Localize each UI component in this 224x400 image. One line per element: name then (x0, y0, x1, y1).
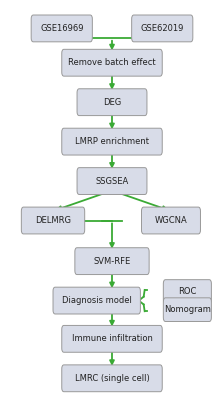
FancyBboxPatch shape (77, 89, 147, 116)
Text: LMRP enrichment: LMRP enrichment (75, 137, 149, 146)
Text: Remove batch effect: Remove batch effect (68, 58, 156, 67)
FancyBboxPatch shape (77, 168, 147, 194)
FancyBboxPatch shape (62, 365, 162, 392)
Text: Diagnosis model: Diagnosis model (62, 296, 132, 305)
FancyBboxPatch shape (132, 15, 193, 42)
FancyBboxPatch shape (31, 15, 92, 42)
FancyBboxPatch shape (62, 49, 162, 76)
Text: DELMRG: DELMRG (35, 216, 71, 225)
Text: ROC: ROC (178, 287, 196, 296)
Text: GSE16969: GSE16969 (40, 24, 84, 33)
FancyBboxPatch shape (163, 280, 211, 303)
Text: Nomogram: Nomogram (164, 305, 211, 314)
Text: GSE62019: GSE62019 (140, 24, 184, 33)
Text: DEG: DEG (103, 98, 121, 107)
FancyBboxPatch shape (163, 298, 211, 322)
Text: WGCNA: WGCNA (155, 216, 187, 225)
FancyBboxPatch shape (53, 287, 140, 314)
Text: Immune infiltration: Immune infiltration (71, 334, 153, 343)
FancyBboxPatch shape (142, 207, 200, 234)
Text: SVM-RFE: SVM-RFE (93, 257, 131, 266)
FancyBboxPatch shape (21, 207, 85, 234)
Text: SSGSEA: SSGSEA (95, 176, 129, 186)
Text: LMRC (single cell): LMRC (single cell) (75, 374, 149, 383)
FancyBboxPatch shape (75, 248, 149, 274)
FancyBboxPatch shape (62, 128, 162, 155)
FancyBboxPatch shape (62, 326, 162, 352)
